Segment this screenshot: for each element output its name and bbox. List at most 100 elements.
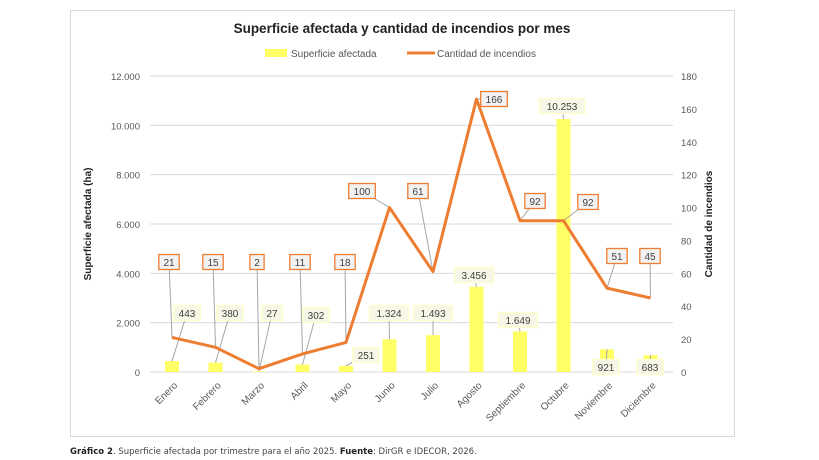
x-tick-label: Agosto (455, 380, 485, 410)
y-tick-label: 12.000 (111, 72, 140, 83)
legend-label-line: Cantidad de incendios (437, 49, 536, 60)
bar-data-label: 10.253 (547, 102, 578, 113)
y-tick-label: 4.000 (116, 269, 140, 280)
y-axis-title: Superficie afectada (ha) (83, 168, 94, 281)
line-data-label: 2 (254, 258, 260, 269)
bar-data-label: 302 (308, 311, 325, 322)
chart-frame (70, 10, 735, 437)
bar-data-label-box (497, 311, 539, 329)
figure-caption: Gráfico 2. Superficie afectada por trime… (70, 447, 477, 457)
line-data-label-leader (212, 261, 216, 348)
caption-source-text: : DirGR e IDECOR, 2026. (372, 447, 477, 457)
bar-data-label-box (173, 304, 201, 322)
bar-enero (165, 361, 179, 372)
line-data-label-box (289, 253, 311, 271)
x-tick-label: Julio (419, 380, 442, 403)
caption-text: . Superficie afectada por trimestre para… (112, 447, 340, 457)
x-tick-label: Mayo (329, 380, 354, 405)
line-data-label-leader (417, 190, 434, 272)
line-data-label-box (407, 182, 429, 200)
line-data-label: 45 (644, 252, 656, 263)
line-data-label-box (158, 253, 180, 271)
legend-label-bar: Superficie afectada (291, 49, 377, 60)
y-tick-label: 8.000 (116, 171, 140, 182)
bar-data-label: 3.456 (461, 271, 486, 282)
bar-data-label-box (368, 304, 410, 322)
line-data-label: 21 (163, 258, 175, 269)
legend-swatch-bar (265, 49, 287, 57)
bar-data-label-box (302, 306, 330, 324)
bar-data-label: 443 (179, 309, 196, 320)
bar-abril (295, 364, 310, 372)
bar-agosto (469, 286, 484, 372)
line-data-label: 11 (295, 258, 306, 269)
line-data-label: 18 (339, 258, 351, 269)
line-data-label-box (480, 90, 508, 108)
line-data-label-leader (344, 261, 347, 343)
line-data-label: 92 (529, 197, 541, 208)
incendios-line (171, 97, 651, 371)
bar-data-label-leader (215, 312, 231, 363)
y-tick-label: 6.000 (116, 220, 140, 231)
x-tick-label: Marzo (240, 380, 268, 408)
bar-data-label: 1.493 (420, 309, 445, 320)
line-data-label-box (249, 253, 265, 271)
bar-octubre (556, 119, 571, 372)
line-data-label-box (639, 247, 661, 265)
y2-tick-label: 120 (681, 171, 697, 182)
x-tick-label: Diciembre (619, 380, 659, 420)
bar-data-label: 380 (222, 309, 239, 320)
bar-data-label-box (352, 346, 380, 364)
line-data-label-leader (256, 261, 260, 369)
bar-febrero (208, 362, 223, 372)
bar-data-label: 251 (358, 351, 375, 362)
bar-data-label-box (592, 358, 620, 376)
caption-label: Gráfico 2 (70, 447, 113, 457)
x-tick-label: Abril (289, 380, 311, 402)
bar-data-label-box (538, 97, 586, 115)
bar-data-label: 27 (266, 309, 278, 320)
line-data-label: 100 (354, 187, 371, 198)
x-tick-label: Febrero (191, 380, 224, 413)
y-tick-label: 2.000 (116, 319, 140, 330)
line-data-label-box (577, 193, 599, 211)
caption-source-label: Fuente (339, 447, 373, 457)
bar-data-label-box (216, 304, 244, 322)
x-tick-label: Octubre (539, 380, 572, 413)
line-data-label-box (202, 253, 224, 271)
bar-data-label: 683 (642, 363, 659, 374)
line-data-label-leader (299, 261, 303, 354)
y2-tick-label: 140 (681, 138, 697, 149)
line-data-label: 166 (486, 95, 503, 106)
y-tick-label: 10.000 (111, 121, 140, 132)
bar-junio (382, 339, 397, 372)
bar-data-label-box (412, 304, 454, 322)
line-data-label: 15 (207, 258, 219, 269)
y2-tick-label: 20 (681, 335, 692, 346)
y2-tick-label: 80 (681, 236, 692, 247)
line-data-label-box (348, 182, 376, 200)
bar-data-label-box (636, 358, 664, 376)
bar-julio (426, 335, 440, 372)
chart-title: Superficie afectada y cantidad de incend… (234, 21, 571, 36)
y-tick-label: 0 (135, 368, 140, 379)
line-data-label: 51 (611, 252, 623, 263)
y2-tick-label: 60 (681, 269, 692, 280)
legend: Superficie afectada Cantidad de incendio… (265, 49, 536, 60)
line-data-label-leader (168, 261, 173, 338)
bar-data-label: 1.649 (505, 316, 530, 327)
bar-data-label-box (453, 266, 495, 284)
y2-tick-label: 100 (681, 204, 697, 215)
y2-tick-label: 40 (681, 302, 692, 313)
x-tick-label: Junio (373, 380, 398, 405)
bar-septiembre (513, 331, 527, 372)
y2-tick-label: 160 (681, 105, 697, 116)
bar-data-label-leader (258, 312, 273, 372)
bar-data-label: 1.324 (376, 309, 401, 320)
x-tick-label: Noviembre (573, 380, 615, 422)
y2-tick-label: 180 (681, 72, 697, 83)
line-data-label-box (606, 247, 628, 265)
line-data-label: 61 (412, 187, 424, 198)
line-data-label-box (524, 192, 546, 210)
